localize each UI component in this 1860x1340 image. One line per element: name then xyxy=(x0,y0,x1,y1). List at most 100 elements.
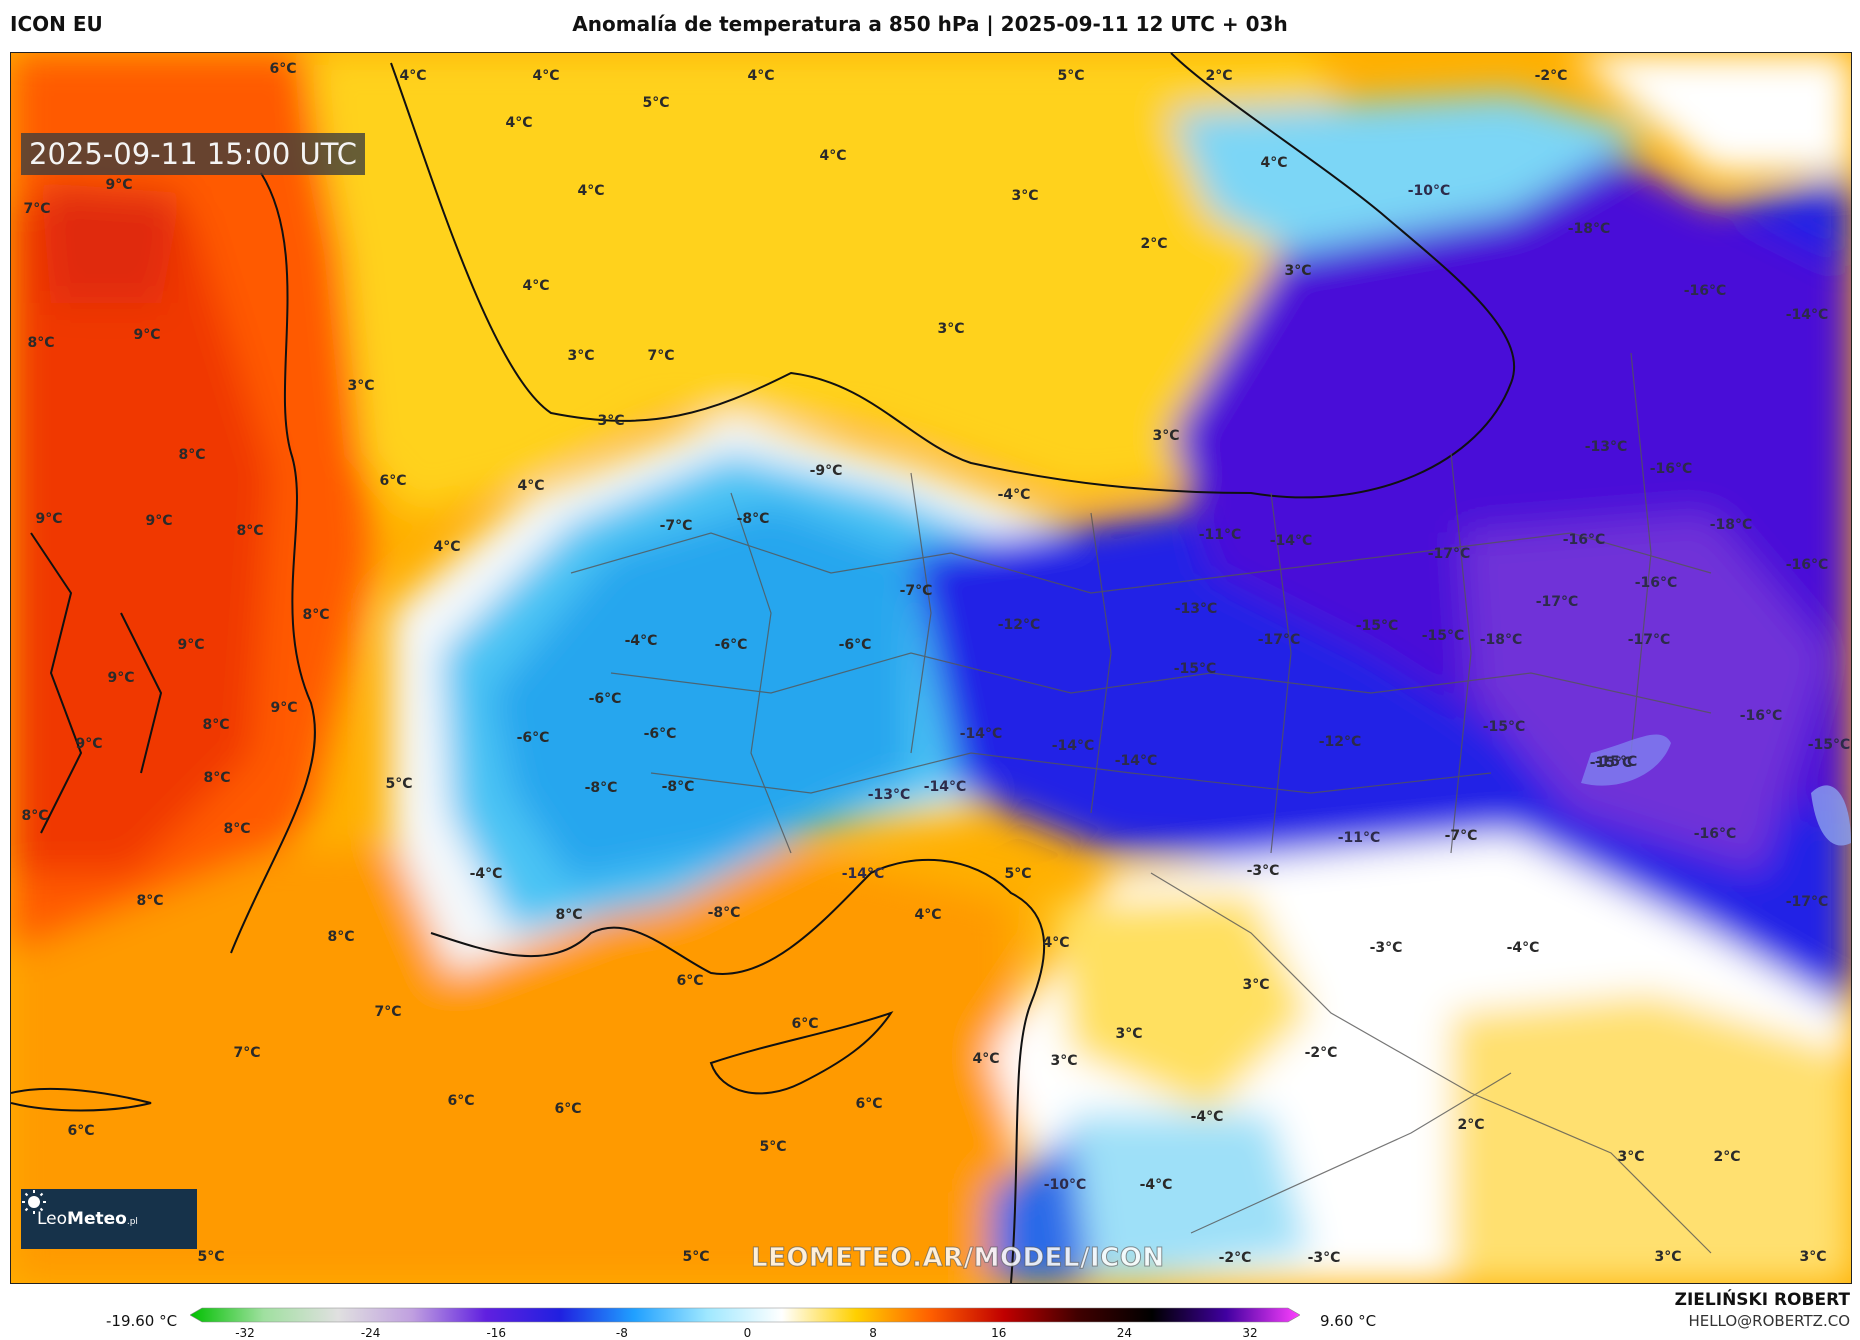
temperature-label: 4°C xyxy=(577,183,605,199)
temperature-label: -11°C xyxy=(1198,527,1242,543)
temperature-label: 5°C xyxy=(197,1249,225,1265)
leometeo-logo: LeoMeteo.pl xyxy=(21,1189,197,1249)
colorbar-tick: 0 xyxy=(743,1326,752,1340)
temperature-label: -4°C xyxy=(997,487,1031,503)
colorbar-tick: 32 xyxy=(1242,1326,1258,1340)
temperature-label: 6°C xyxy=(855,1096,883,1112)
temperature-label: -14°C xyxy=(1785,307,1829,323)
temperature-label: 7°C xyxy=(374,1004,402,1020)
temperature-label: 3°C xyxy=(1115,1026,1143,1042)
temperature-label: -6°C xyxy=(588,691,622,707)
temperature-label: 9°C xyxy=(105,177,133,193)
temperature-label: 4°C xyxy=(505,115,533,131)
temperature-label: -4°C xyxy=(1139,1177,1173,1193)
timestamp-badge: 2025-09-11 15:00 UTC xyxy=(21,133,366,175)
temperature-label: -8°C xyxy=(584,780,618,796)
temperature-label: -14°C xyxy=(923,779,967,795)
temperature-label: 9°C xyxy=(107,670,135,686)
temperature-label: 7°C xyxy=(23,201,51,217)
temperature-label: -7°C xyxy=(899,583,933,599)
temperature-label: 3°C xyxy=(1050,1053,1078,1069)
temperature-label: -3°C xyxy=(1307,1250,1341,1266)
temperature-label: 4°C xyxy=(914,907,942,923)
temperature-label: -8°C xyxy=(707,905,741,921)
temperature-label: -6°C xyxy=(714,637,748,653)
temperature-label: 8°C xyxy=(178,447,206,463)
temperature-label: -4°C xyxy=(1190,1109,1224,1125)
colorbar-tick: 24 xyxy=(1116,1326,1133,1340)
temperature-label: 3°C xyxy=(567,348,595,364)
temperature-label: -6°C xyxy=(516,730,550,746)
temperature-label: 3°C xyxy=(1284,263,1312,279)
temperature-label: 5°C xyxy=(1057,68,1085,84)
temperature-label: -4°C xyxy=(624,633,658,649)
temperature-label: -15°C xyxy=(1594,754,1638,770)
temperature-label: -15°C xyxy=(1355,618,1399,634)
colorbar-tick: 16 xyxy=(991,1326,1007,1340)
temperature-label: 8°C xyxy=(236,523,264,539)
temperature-label: 3°C xyxy=(1654,1249,1682,1265)
temperature-label: 4°C xyxy=(972,1051,1000,1067)
temperature-label: 6°C xyxy=(447,1093,475,1109)
temperature-label: -12°C xyxy=(1318,734,1362,750)
temperature-label: 6°C xyxy=(379,473,407,489)
temperature-label: 4°C xyxy=(517,478,545,494)
temperature-label: -7°C xyxy=(659,518,693,534)
temperature-field xyxy=(11,53,1851,1283)
temperature-label: 3°C xyxy=(937,321,965,337)
model-name: ICON EU xyxy=(10,12,103,36)
author-name: ZIELIŃSKI ROBERT xyxy=(1674,1290,1850,1310)
temperature-label: 4°C xyxy=(1260,155,1288,171)
temperature-label: -14°C xyxy=(1269,533,1313,549)
temperature-label: -16°C xyxy=(1683,283,1727,299)
temperature-label: -15°C xyxy=(1807,737,1851,753)
map-canvas: 2025-09-11 15:00 UTC 6°C 4°C 4°C 5°C 4°C 2°C -… xyxy=(10,52,1852,1284)
temperature-label: -3°C xyxy=(1246,863,1280,879)
temperature-label: -14°C xyxy=(1114,753,1158,769)
temperature-label: 8°C xyxy=(223,821,251,837)
coastlines xyxy=(11,53,1516,1283)
temperature-label: 8°C xyxy=(21,808,49,824)
temperature-label: 4°C xyxy=(1042,935,1070,951)
temperature-label: 5°C xyxy=(1004,866,1032,882)
temperature-label: -16°C xyxy=(1739,708,1783,724)
temperature-label: 6°C xyxy=(791,1016,819,1032)
temperature-label: -8°C xyxy=(661,779,695,795)
temperature-label: -15°C xyxy=(1482,719,1526,735)
temperature-label: 9°C xyxy=(133,327,161,343)
logo-text: LeoMeteo.pl xyxy=(37,1209,138,1229)
temperature-label: -16°C xyxy=(1649,461,1693,477)
temperature-label: -14°C xyxy=(959,726,1003,742)
temperature-label: -14°C xyxy=(1051,738,1095,754)
temperature-label: 4°C xyxy=(433,539,461,555)
temperature-label: 5°C xyxy=(385,776,413,792)
temperature-label: 9°C xyxy=(75,736,103,752)
temperature-label: 3°C xyxy=(1617,1149,1645,1165)
temperature-label: -17°C xyxy=(1427,546,1471,562)
temperature-label: 7°C xyxy=(233,1045,261,1061)
temperature-label: -17°C xyxy=(1785,894,1829,910)
temperature-label: 5°C xyxy=(759,1139,787,1155)
temperature-label: -10°C xyxy=(1043,1177,1087,1193)
temperature-label: 3°C xyxy=(1799,1249,1827,1265)
colorbar-tick: -8 xyxy=(615,1326,628,1340)
colorbar-tick: 8 xyxy=(869,1326,877,1340)
temperature-label: 9°C xyxy=(177,637,205,653)
temperature-label: 4°C xyxy=(819,148,847,164)
temperature-label: 3°C xyxy=(597,413,625,429)
temperature-label: 8°C xyxy=(302,607,330,623)
temperature-label: 6°C xyxy=(676,973,704,989)
temperature-label: 4°C xyxy=(532,68,560,84)
author-credit: ZIELIŃSKI ROBERT HELLO@ROBERTZ.CO xyxy=(1675,1290,1850,1330)
temperature-label: -15°C xyxy=(1421,628,1465,644)
temperature-label: -15°C xyxy=(1173,661,1217,677)
temperature-label: -13°C xyxy=(867,787,911,803)
temperature-label: -2°C xyxy=(1304,1045,1338,1061)
temperature-label: -16°C xyxy=(1785,557,1829,573)
colorbar-gradient xyxy=(190,1307,1300,1323)
temperature-label: 8°C xyxy=(202,717,230,733)
temperature-label: 8°C xyxy=(136,893,164,909)
temperature-label: -10°C xyxy=(1407,183,1451,199)
temperature-label: -6°C xyxy=(838,637,872,653)
temperature-label: -13°C xyxy=(1174,601,1218,617)
